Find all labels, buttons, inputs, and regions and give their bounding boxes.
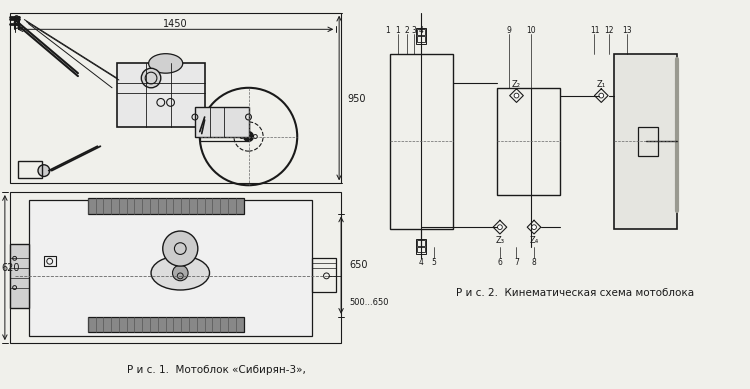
Text: 12: 12 xyxy=(604,26,613,35)
Circle shape xyxy=(599,93,604,98)
Text: Р и с. 1.  Мотоблок «Сибирян-3»,: Р и с. 1. Мотоблок «Сибирян-3», xyxy=(127,365,305,375)
Circle shape xyxy=(497,225,502,230)
Text: 650: 650 xyxy=(349,260,368,270)
Bar xyxy=(417,240,425,246)
Text: 1450: 1450 xyxy=(163,19,188,30)
Bar xyxy=(88,317,244,332)
Text: 1: 1 xyxy=(386,26,390,35)
Text: 4: 4 xyxy=(419,258,424,267)
Circle shape xyxy=(141,68,160,88)
Bar xyxy=(117,63,205,127)
Text: Р и с. 2.  Кинематическая схема мотоблока: Р и с. 2. Кинематическая схема мотоблока xyxy=(456,288,694,298)
Text: 6: 6 xyxy=(497,258,502,267)
Text: 10: 10 xyxy=(526,26,536,35)
Bar xyxy=(10,244,29,308)
Text: 3: 3 xyxy=(412,26,416,35)
Text: 9: 9 xyxy=(506,26,512,35)
Text: Z₂: Z₂ xyxy=(512,81,521,89)
Circle shape xyxy=(172,265,188,281)
Bar xyxy=(417,36,425,42)
Text: 500...650: 500...650 xyxy=(349,298,388,307)
Text: 2: 2 xyxy=(405,26,410,35)
Text: 1: 1 xyxy=(395,26,400,35)
Bar xyxy=(17,161,42,179)
Bar xyxy=(497,88,560,195)
Text: 8: 8 xyxy=(532,258,536,267)
Bar xyxy=(200,122,248,141)
Ellipse shape xyxy=(151,256,209,290)
Text: 13: 13 xyxy=(622,26,632,35)
Bar xyxy=(10,192,341,343)
Circle shape xyxy=(532,225,536,230)
Bar xyxy=(417,247,425,252)
Circle shape xyxy=(514,93,519,98)
Bar xyxy=(416,28,426,44)
Text: 11: 11 xyxy=(590,26,599,35)
Bar xyxy=(29,200,312,336)
Bar xyxy=(390,54,453,229)
Bar xyxy=(88,198,244,214)
Bar xyxy=(614,54,677,229)
Text: Z₁: Z₁ xyxy=(597,81,606,89)
Text: Z₄: Z₄ xyxy=(530,236,538,245)
Bar xyxy=(312,258,336,293)
Text: 5: 5 xyxy=(431,258,436,267)
Bar xyxy=(416,239,426,254)
Bar xyxy=(195,107,248,137)
Bar xyxy=(638,127,658,156)
Ellipse shape xyxy=(148,54,183,73)
Circle shape xyxy=(163,231,198,266)
Circle shape xyxy=(38,165,50,177)
Text: 950: 950 xyxy=(347,93,365,103)
Bar xyxy=(417,29,425,35)
Bar xyxy=(44,256,55,266)
Text: Z₃: Z₃ xyxy=(496,236,505,245)
Text: 620: 620 xyxy=(1,263,20,273)
Bar xyxy=(10,13,341,183)
Text: 4: 4 xyxy=(419,26,424,35)
Text: 7: 7 xyxy=(514,258,519,267)
Circle shape xyxy=(244,131,254,141)
